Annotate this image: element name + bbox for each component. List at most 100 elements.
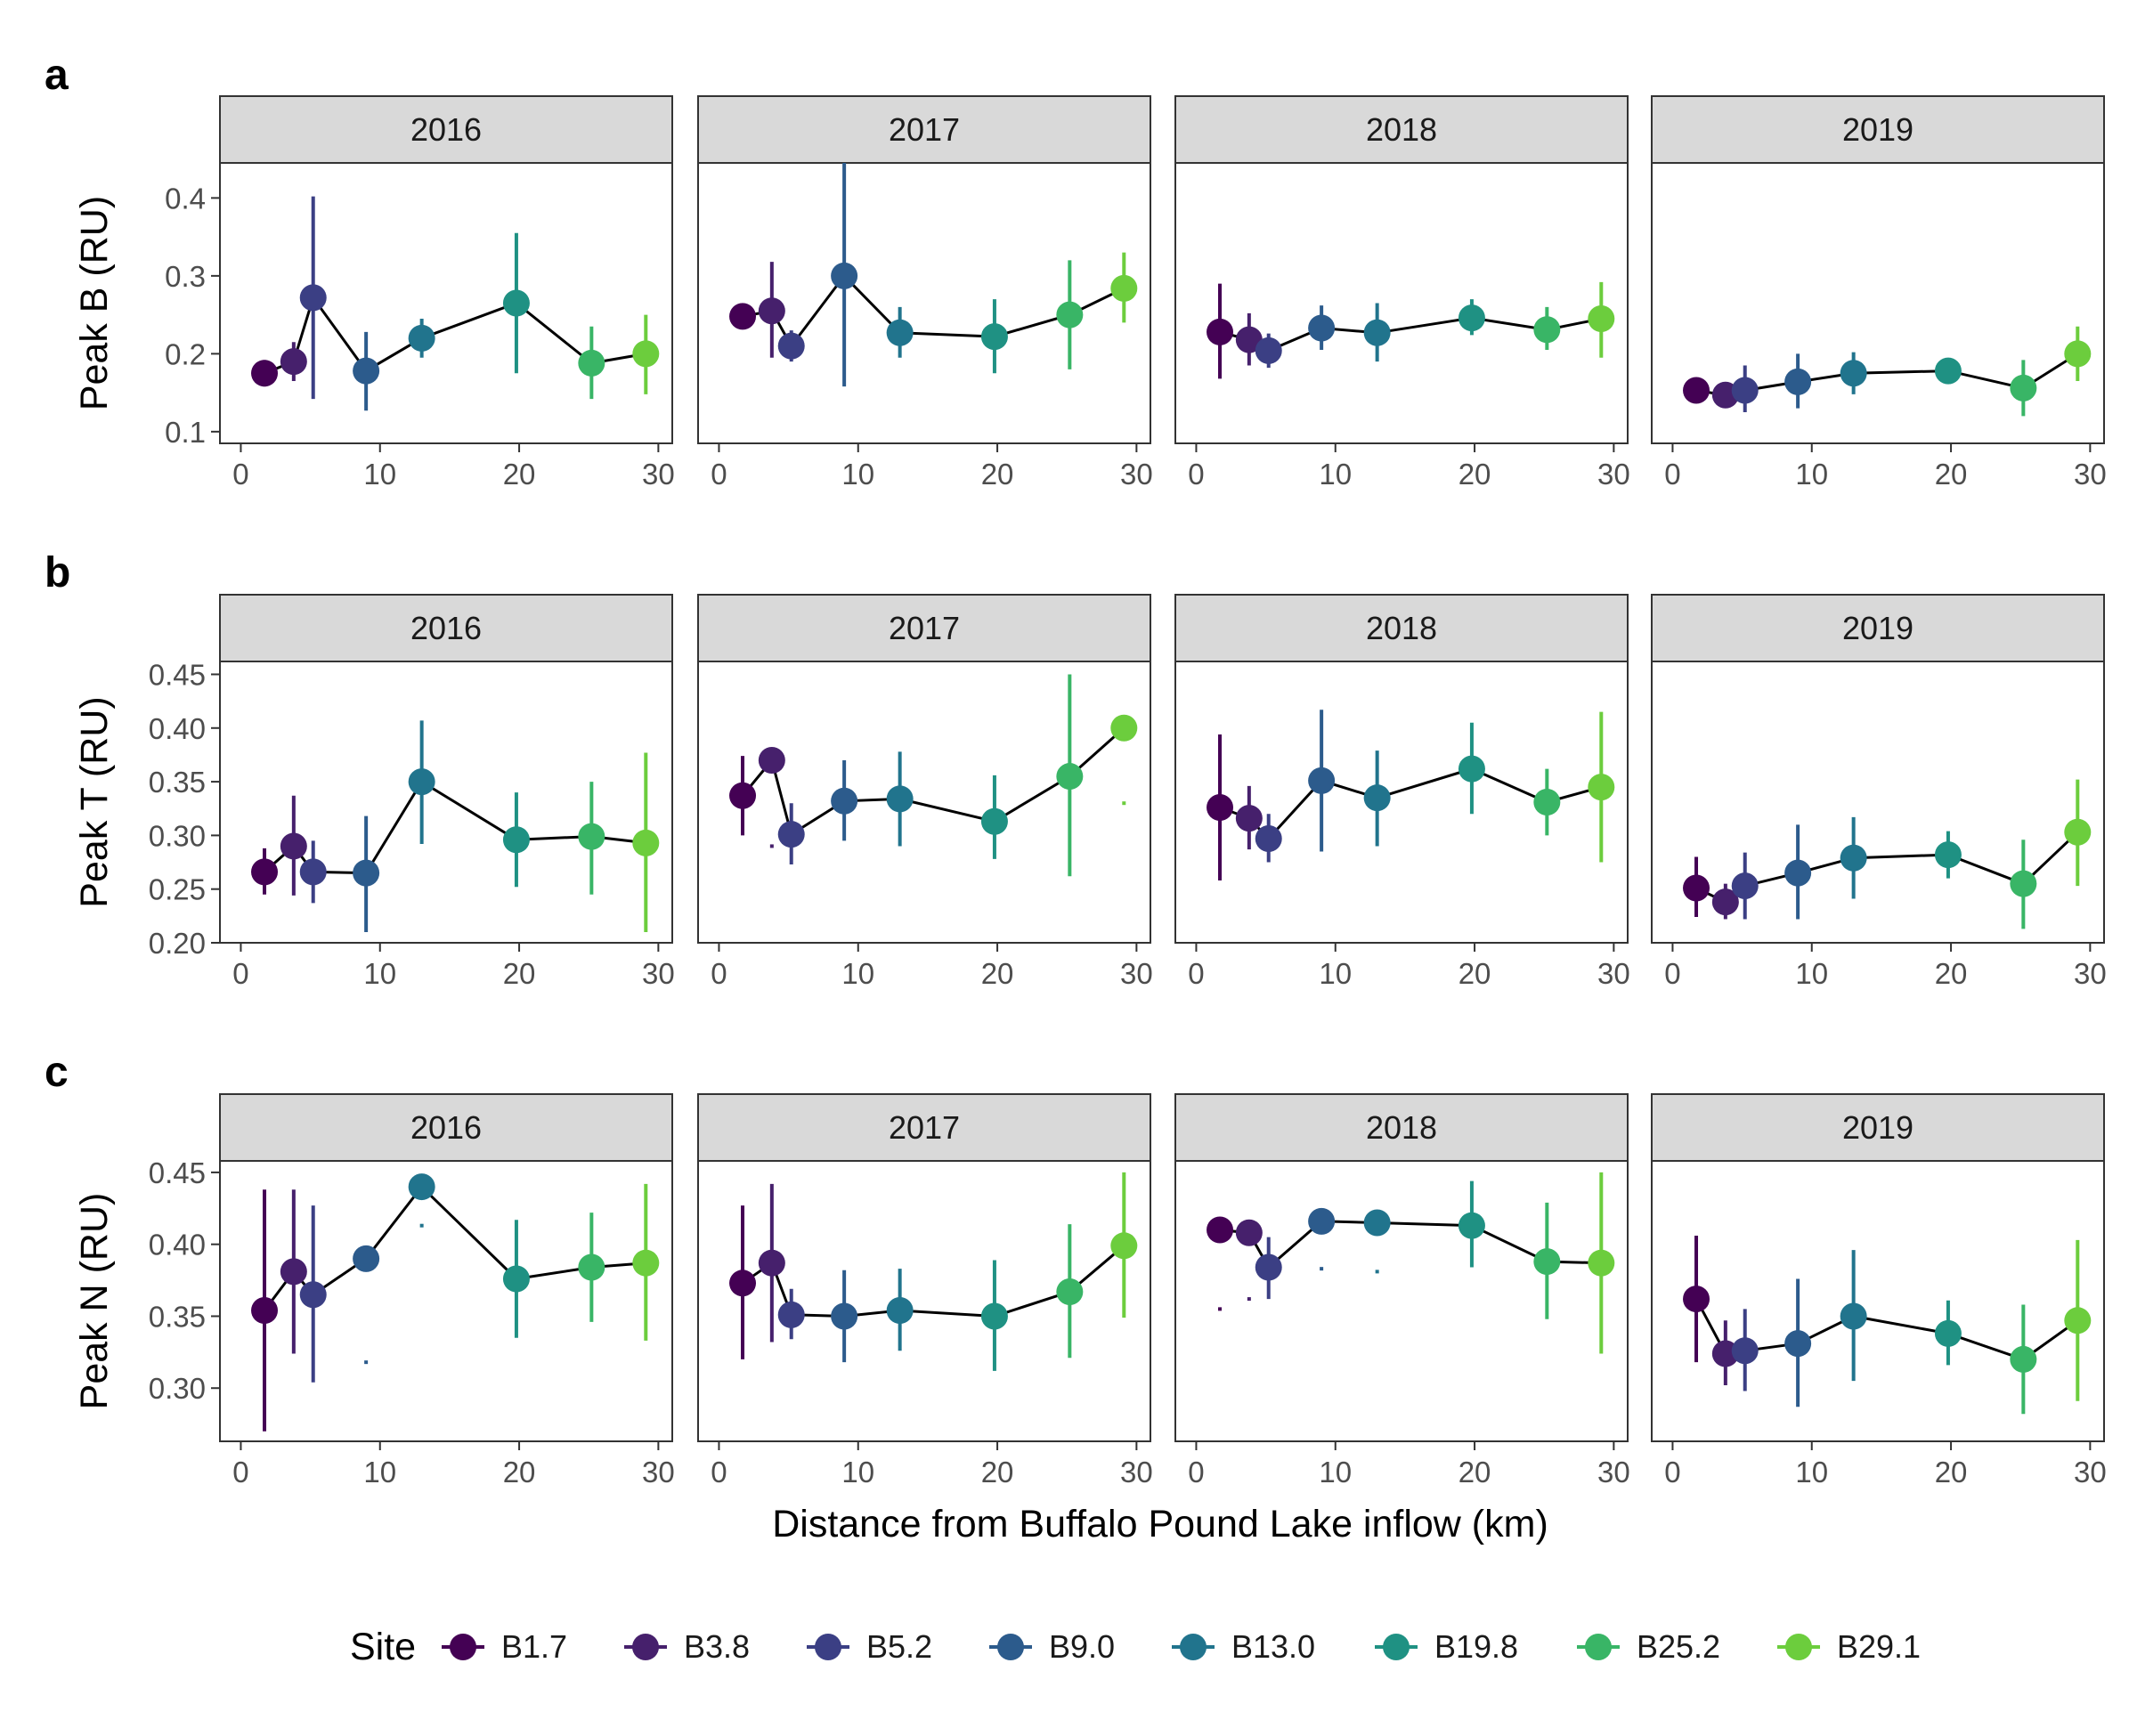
data-point: [1934, 1319, 1962, 1347]
x-tick-label: 20: [981, 957, 1014, 990]
x-tick-label: 20: [1459, 957, 1491, 990]
data-point: [1458, 755, 1485, 783]
facet-strip-label: 2016: [410, 111, 482, 148]
data-point: [1731, 377, 1759, 404]
x-tick-label: 0: [1664, 458, 1680, 491]
data-point: [980, 1302, 1008, 1330]
data-point: [1711, 1340, 1739, 1367]
data-point: [1588, 305, 1615, 332]
data-point: [886, 1297, 914, 1324]
y-tick-label: 0.35: [149, 766, 206, 799]
facet-strip: [1651, 95, 2105, 164]
x-tick-label: 30: [2074, 957, 2107, 990]
data-point: [632, 340, 660, 368]
data-point: [251, 858, 279, 886]
data-point: [632, 829, 660, 856]
y-tick-label: 0.45: [149, 1156, 206, 1189]
data-point: [1363, 319, 1391, 346]
x-tick-label: 10: [1795, 1456, 1828, 1489]
x-tick-label: 10: [1319, 1456, 1352, 1489]
data-point: [2010, 870, 2037, 897]
x-tick-label: 20: [1459, 458, 1491, 491]
y-axis-title: Peak N (RU): [73, 1193, 116, 1410]
facet-strip: [1174, 594, 1629, 662]
plot-panel: [697, 661, 1151, 944]
y-tick-label: 0.3: [165, 260, 206, 293]
facet-strip: [1174, 95, 1629, 164]
data-point: [1840, 1302, 1867, 1330]
x-tick-label: 30: [642, 458, 675, 491]
x-tick-label: 0: [711, 957, 727, 990]
data-point: [1363, 1209, 1391, 1237]
data-point: [729, 782, 757, 809]
data-point: [1458, 1212, 1485, 1239]
legend-key-point: [1180, 1634, 1207, 1660]
x-tick-label: 30: [1120, 957, 1153, 990]
data-point: [831, 262, 858, 289]
x-tick-label: 0: [1188, 458, 1204, 491]
data-point: [1110, 274, 1138, 302]
data-point: [353, 859, 380, 887]
data-point: [831, 1302, 858, 1330]
y-tick-label: 0.35: [149, 1300, 206, 1333]
data-point: [1207, 1216, 1234, 1244]
data-point: [1363, 784, 1391, 812]
data-point: [2064, 340, 2092, 368]
data-point: [2064, 818, 2092, 846]
data-point: [1784, 859, 1812, 887]
x-axis-title: Distance from Buffalo Pound Lake inflow …: [772, 1503, 1548, 1545]
x-tick-label: 0: [232, 1456, 248, 1489]
chart-panels: a Peak B (RU) 0.1 0.2 0.3 0.4 2016 0 10 20 30 2017 0…: [45, 52, 2107, 1489]
data-point: [1056, 763, 1084, 791]
data-point: [578, 1253, 605, 1281]
legend-item-label: B25.2: [1637, 1628, 1720, 1665]
x-tick-label: 30: [1597, 458, 1630, 491]
x-tick-label: 10: [363, 1456, 396, 1489]
data-point: [1711, 888, 1739, 916]
data-point: [1056, 1278, 1084, 1305]
data-point: [1235, 805, 1263, 832]
data-point: [1056, 301, 1084, 329]
panel-label-a: a: [45, 52, 69, 99]
data-point: [502, 289, 530, 317]
data-point: [2010, 374, 2037, 402]
x-tick-label: 10: [363, 957, 396, 990]
panel-label-c: c: [45, 1049, 69, 1096]
legend-key-point: [815, 1634, 841, 1660]
facet-strip: [697, 1093, 1151, 1162]
data-point: [251, 1297, 279, 1324]
x-tick-label: 0: [232, 458, 248, 491]
facet-strip: [1651, 594, 2105, 662]
data-point: [280, 1258, 307, 1286]
y-tick-label: 0.20: [149, 927, 206, 960]
x-tick-label: 20: [981, 1456, 1014, 1489]
data-point: [1934, 841, 1962, 869]
panel-label-b: b: [45, 549, 70, 596]
y-tick-label: 0.30: [149, 819, 206, 852]
data-point: [1784, 368, 1812, 395]
data-point: [578, 823, 605, 850]
data-point: [502, 1265, 530, 1293]
data-point: [1308, 767, 1336, 794]
y-tick-label: 0.40: [149, 1229, 206, 1261]
x-tick-label: 0: [711, 458, 727, 491]
legend: Site B1.7 B3.8 B5.2 B9.0 B13.0 B19.8 B25.2 B29.…: [350, 1626, 1921, 1668]
plot-panel: [697, 1160, 1151, 1442]
x-tick-label: 20: [1935, 458, 1968, 491]
plot-panel: [219, 1160, 673, 1442]
facet-strip: [1651, 1093, 2105, 1162]
data-point: [777, 332, 805, 360]
x-tick-label: 0: [232, 957, 248, 990]
data-point: [1255, 337, 1282, 364]
legend-item-label: B9.0: [1049, 1628, 1115, 1665]
data-point: [1110, 714, 1138, 742]
x-tick-label: 20: [503, 458, 536, 491]
x-tick-label: 30: [642, 1456, 675, 1489]
data-point: [280, 832, 307, 860]
data-point: [1255, 825, 1282, 853]
y-tick-label: 0.4: [165, 182, 206, 215]
legend-title: Site: [350, 1626, 416, 1668]
x-tick-label: 30: [1120, 458, 1153, 491]
data-point: [299, 1281, 327, 1309]
facet-strip: [697, 95, 1151, 164]
